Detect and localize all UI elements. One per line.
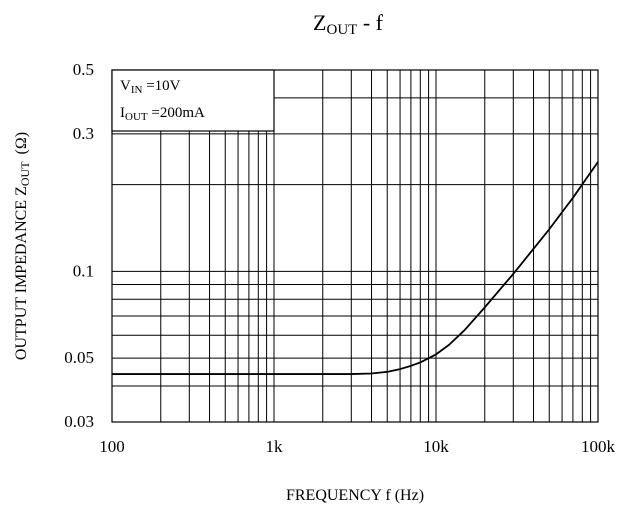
tick-labels: 100 1k 10k 100k 0.5 0.3 0.1 0.05 0.03 — [64, 60, 615, 456]
chart-title-sub: OUT — [326, 22, 357, 38]
series — [112, 161, 599, 375]
x-tick-label: 100 — [99, 437, 125, 456]
y-tick-label: 0.5 — [73, 60, 94, 79]
y-tick-label: 0.03 — [64, 412, 94, 431]
plot-frame — [111, 69, 599, 423]
y-axis-label: OUTPUT IMPEDANCE ZOUT (Ω) — [13, 132, 32, 360]
y-axis-label-main: OUTPUT IMPEDANCE Z — [13, 186, 30, 360]
legend-entry: IOUT =200mA — [120, 105, 205, 123]
y-tick-label: 0.05 — [64, 348, 94, 367]
chart-title: ZOUT - f — [313, 10, 384, 38]
y-axis-label-sub: OUT — [18, 161, 32, 186]
chart-title-main: Z — [313, 10, 326, 35]
x-axis-label: FREQUENCY f (Hz) — [286, 487, 424, 504]
chart-title-suffix: - f — [357, 10, 383, 35]
y-tick-label: 0.3 — [73, 124, 94, 143]
y-tick-label: 0.1 — [73, 261, 94, 280]
series-line — [112, 161, 599, 375]
x-tick-label: 1k — [266, 437, 284, 456]
y-axis-label-unit: (Ω) — [13, 132, 30, 155]
x-tick-label: 10k — [423, 437, 449, 456]
legend-box: VIN =10V IOUT =200mA — [111, 69, 275, 132]
x-tick-label: 100k — [581, 437, 616, 456]
legend-entry: VIN =10V — [120, 78, 181, 96]
grid — [111, 69, 599, 423]
legend-frame — [111, 69, 275, 132]
